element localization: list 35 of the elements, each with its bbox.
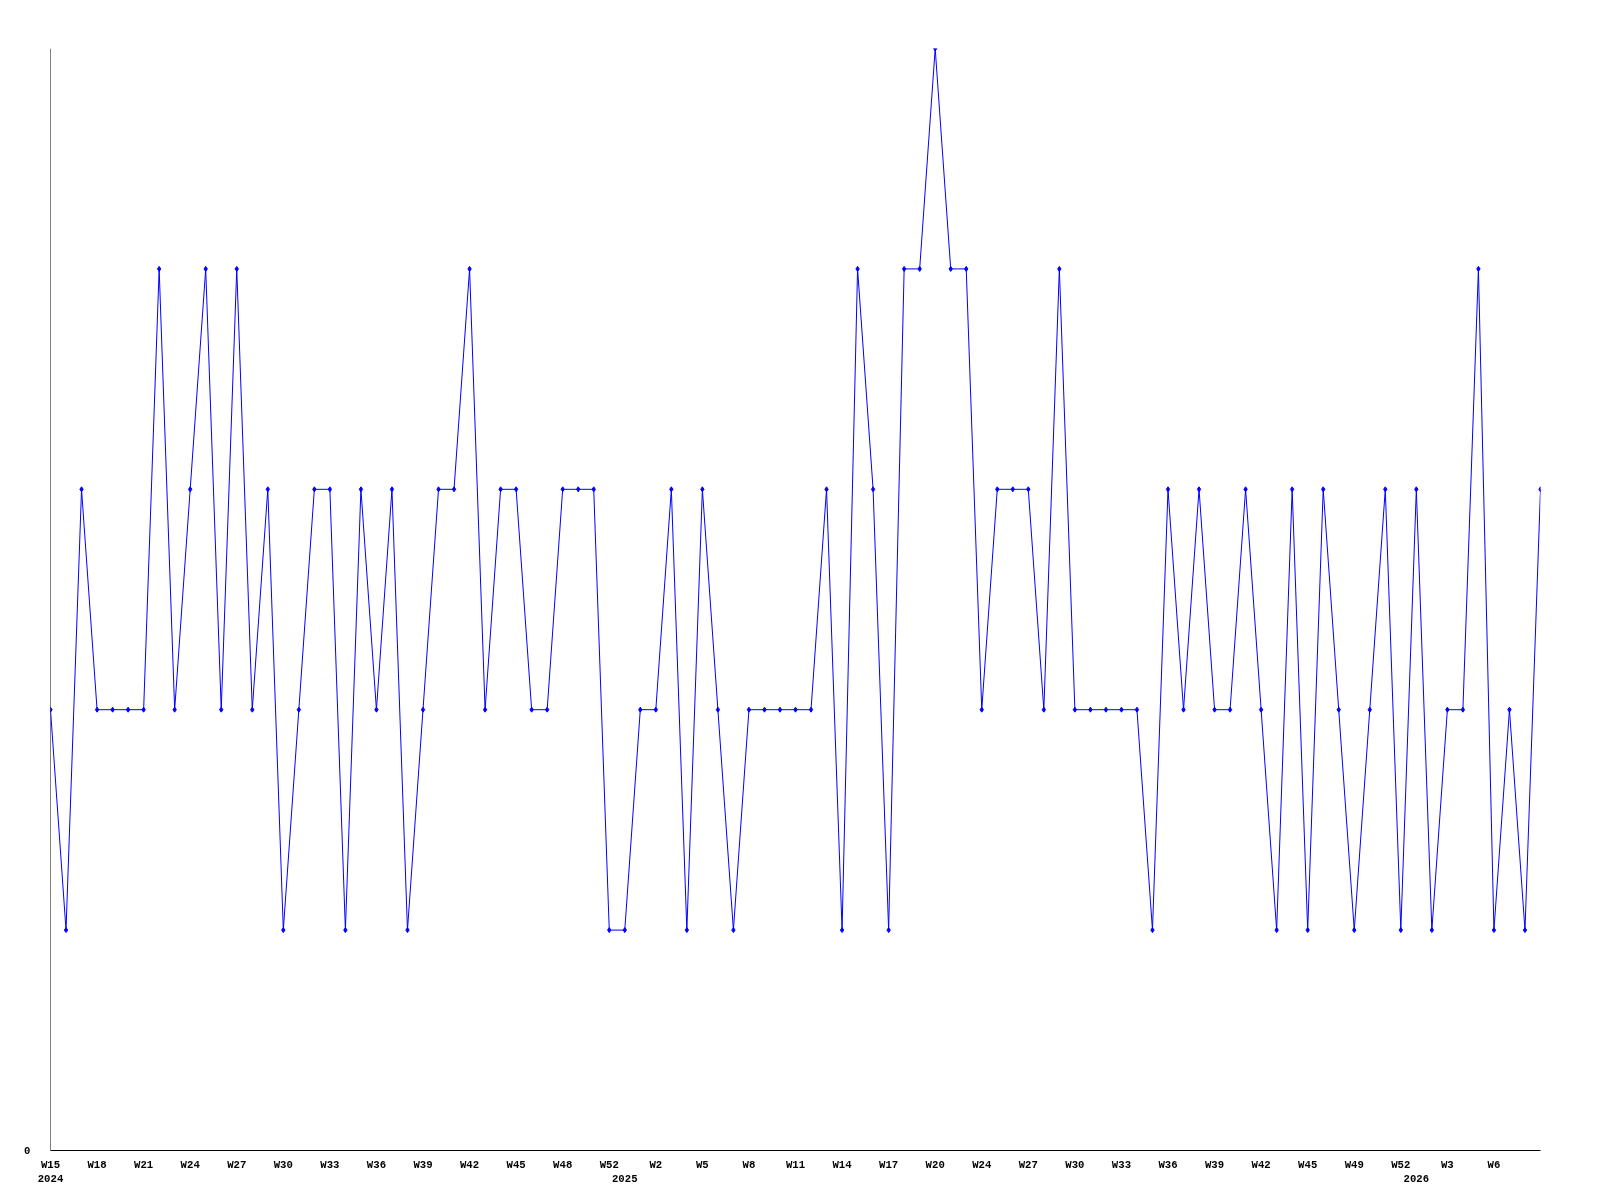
x-tick-label: W33 [320, 1158, 340, 1171]
x-tick-label: W36 [366, 1158, 387, 1171]
x-tick-label: W5 [695, 1158, 709, 1171]
x-tick-label: W18 [87, 1158, 107, 1171]
x-tick-label: W52 [599, 1158, 619, 1171]
text: 0 [24, 1145, 31, 1157]
x-tick-label: 2025 [611, 1172, 638, 1185]
x-tick-label: W45 [1298, 1158, 1318, 1171]
x-tick-label: W49 [1344, 1158, 1364, 1171]
x-tick-label: W42 [459, 1158, 480, 1171]
x-tick-label: W33 [1111, 1158, 1132, 1171]
x-tick-label: W27 [227, 1158, 247, 1171]
x-tick-label: W15 2024 [37, 1158, 64, 1185]
x-tick-label: W39 [413, 1158, 433, 1171]
x-tick-label: W42 [1251, 1158, 1271, 1171]
x-tick-label: W17 [879, 1158, 899, 1171]
x-tick-label: W2 [649, 1158, 663, 1171]
x-tick-label: W24 [180, 1158, 201, 1171]
x-tick-label: W30 [1065, 1158, 1085, 1171]
x-tick-label: W21 [134, 1158, 154, 1171]
x-tick-label: W52 [1391, 1158, 1411, 1171]
x-tick-label: W3 [1440, 1158, 1454, 1171]
x-tick-label: W39 [1204, 1158, 1225, 1171]
x-tick-label: W20 [925, 1158, 945, 1171]
x-tick-label: W45 [506, 1158, 526, 1171]
x-tick-label: W48 [553, 1158, 573, 1171]
x-tick-label: W36 [1158, 1158, 1178, 1171]
x-tick-label: W11 [785, 1158, 806, 1171]
x-tick-label: W24 [972, 1158, 992, 1171]
x-tick-label: 2026 [1403, 1172, 1430, 1185]
x-tick-label: W8 [742, 1158, 756, 1171]
x-tick-label: W27 [1018, 1158, 1038, 1171]
x-tick-label: W6 [1487, 1158, 1501, 1171]
x-tick-label: W30 [273, 1158, 293, 1171]
x-tick-label: W14 [832, 1158, 853, 1171]
